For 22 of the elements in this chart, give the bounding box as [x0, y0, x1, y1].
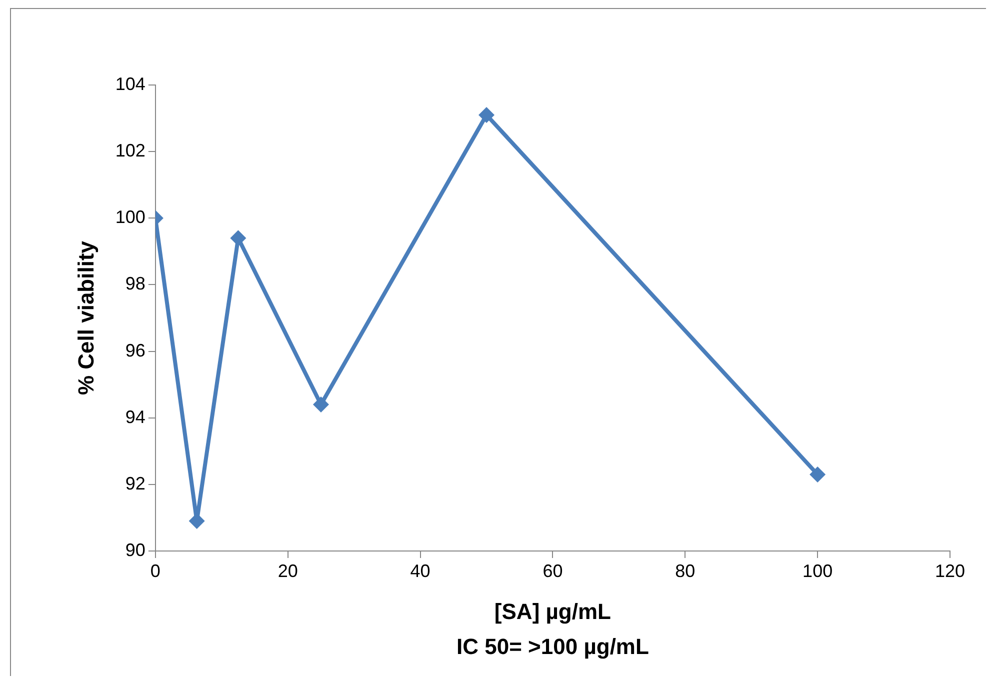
x-tick-label: 120 — [934, 560, 966, 581]
x-tick-label: 40 — [410, 560, 430, 581]
x-axis-title: [SA] µg/mL — [494, 598, 611, 624]
point — [478, 106, 494, 123]
x-tick-label: 20 — [278, 560, 298, 581]
y-tick-label: 94 — [125, 406, 146, 427]
x-tick-label: 0 — [150, 560, 160, 581]
text: IC 50= >100 µg/mL — [456, 634, 649, 660]
y-tick-label: 102 — [115, 140, 146, 161]
point — [312, 396, 329, 413]
y-tick-label: 104 — [115, 74, 146, 94]
y-tick-label: 98 — [125, 274, 146, 294]
x-tick-label: 60 — [542, 560, 563, 581]
y-tick-label: 100 — [115, 207, 146, 228]
x-tick-label: 80 — [675, 560, 696, 581]
point — [230, 230, 246, 246]
point — [810, 466, 826, 482]
y-axis-title: % Cell viability — [73, 240, 98, 396]
y-tick-label: 92 — [125, 473, 146, 494]
y-tick-label: 90 — [125, 540, 146, 560]
y-tick-label: 96 — [125, 340, 146, 360]
x-tick-label: 100 — [802, 560, 833, 581]
